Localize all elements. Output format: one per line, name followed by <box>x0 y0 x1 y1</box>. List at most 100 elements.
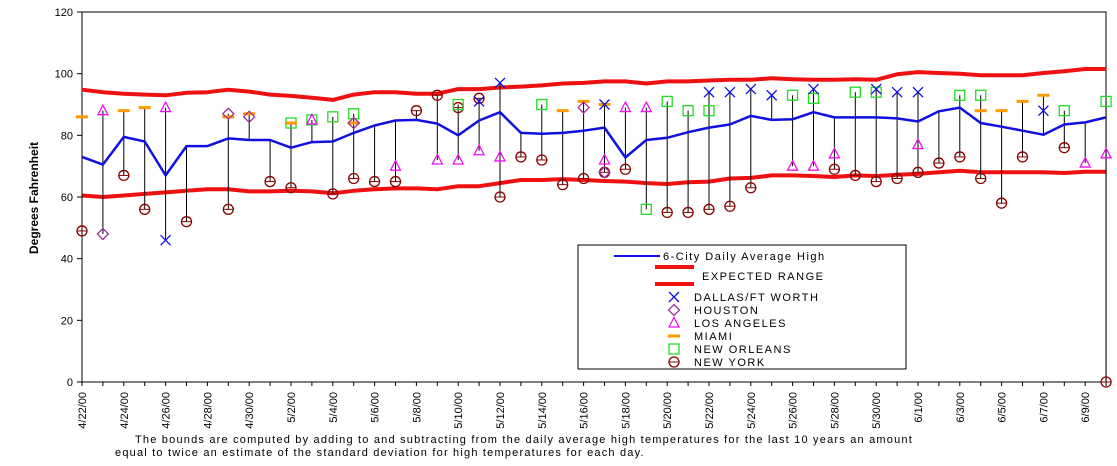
neworleans-marker <box>849 86 861 98</box>
la-marker <box>473 143 486 156</box>
dallas-marker <box>160 234 172 246</box>
neworleans-marker <box>1100 95 1112 108</box>
la-marker <box>96 103 109 116</box>
y-tick-label: 60 <box>61 192 73 204</box>
la-marker <box>911 137 925 150</box>
x-tick-label: 5/12/00 <box>495 392 507 429</box>
neworleans-marker <box>640 203 652 215</box>
legend-neworleans-label: NEW ORLEANS <box>694 344 792 356</box>
legend-box <box>577 244 907 370</box>
la-marker <box>389 159 402 171</box>
x-tick-label: 5/2/00 <box>286 392 298 423</box>
la-marker <box>431 153 444 165</box>
la-marker <box>305 113 318 125</box>
dallas-marker <box>599 99 610 110</box>
lower-bound-line <box>81 168 1107 199</box>
legend-la-marker <box>667 316 681 328</box>
legend-miami-label: MIAMI <box>694 331 733 343</box>
legend-dallas-symbol <box>668 291 680 303</box>
city-markers <box>76 77 1113 388</box>
x-tick-label: 4/22/00 <box>77 392 89 429</box>
neworleans-marker <box>954 89 966 101</box>
neworleans-marker <box>786 89 799 101</box>
legend-houston-marker <box>667 303 681 317</box>
x-tick-label: 6/9/00 <box>1080 392 1092 423</box>
x-tick-label: 5/28/00 <box>829 392 841 429</box>
dallas-marker <box>1037 105 1049 117</box>
x-tick-label: 6/3/00 <box>955 392 967 423</box>
x-tick-label: 6/1/00 <box>913 392 925 423</box>
x-tick-label: 5/14/00 <box>537 392 549 429</box>
dallas-marker <box>745 83 757 95</box>
legend-range-label: EXPECTED RANGE <box>702 271 824 283</box>
neworleans-marker <box>661 95 673 108</box>
legend-neworleans-marker <box>668 343 680 355</box>
la-marker <box>1100 146 1113 159</box>
y-tick-label: 20 <box>61 315 73 327</box>
neworleans-marker <box>703 105 715 117</box>
x-axis: 4/22/00 4/24/00 4/26/00 4/28/00 4/30/00 5/2/0… <box>77 382 1107 429</box>
x-tick-label: 5/22/00 <box>704 392 716 429</box>
houston-marker <box>577 101 591 115</box>
la-marker <box>598 153 611 165</box>
y-tick-label: 0 <box>67 377 73 389</box>
legend-dallas-label: DALLAS/FT WORTH <box>694 292 819 304</box>
neworleans-marker <box>536 98 548 111</box>
houston-marker <box>96 227 110 241</box>
x-tick-label: 5/24/00 <box>746 392 758 429</box>
neworleans-marker <box>452 98 464 111</box>
dallas-marker <box>870 83 882 95</box>
y-tick-label: 40 <box>61 254 73 266</box>
dallas-marker <box>494 77 506 89</box>
dallas-marker <box>766 89 778 101</box>
dallas-marker <box>724 86 736 98</box>
x-tick-label: 5/8/00 <box>411 392 423 423</box>
legend-neworleans-symbol <box>668 343 680 355</box>
legend-newyork-marker <box>668 356 680 368</box>
y-tick-label: 100 <box>55 69 73 81</box>
la-marker <box>159 100 172 113</box>
la-marker <box>1079 156 1092 168</box>
neworleans-marker <box>327 111 339 123</box>
legend-dallas-marker <box>668 291 680 303</box>
neworleans-marker <box>870 86 882 98</box>
x-tick-label: 5/4/00 <box>328 392 340 423</box>
la-marker <box>452 153 465 165</box>
houston-marker <box>242 110 256 124</box>
average-line <box>81 106 1107 177</box>
caption-line-2: equal to twice an estimate of the standa… <box>115 447 645 459</box>
legend-average-label: 6-City Daily Average High <box>663 251 826 263</box>
dallas-marker <box>473 95 485 107</box>
legend-newyork-label: NEW YORK <box>694 357 766 369</box>
legend-houston-label: HOUSTON <box>694 305 759 317</box>
x-tick-label: 5/26/00 <box>788 392 800 429</box>
x-tick-label: 5/20/00 <box>662 392 674 429</box>
x-tick-label: 6/5/00 <box>997 392 1009 423</box>
y-tick-label: 80 <box>61 130 73 142</box>
neworleans-marker <box>807 92 820 104</box>
legend-houston-symbol <box>667 303 681 317</box>
neworleans-marker <box>348 108 360 120</box>
la-marker <box>828 146 841 159</box>
la-marker <box>786 159 799 171</box>
average-line-group <box>81 106 1107 177</box>
expected-range-lines <box>81 67 1107 199</box>
x-tick-label: 5/18/00 <box>620 392 632 429</box>
x-tick-label: 4/26/00 <box>161 392 173 429</box>
dallas-marker <box>891 86 903 98</box>
neworleans-marker <box>975 89 987 101</box>
y-axis-title: Degrees Fahrenheit <box>27 142 41 254</box>
x-tick-label: 4/28/00 <box>202 392 214 429</box>
la-marker <box>640 100 653 113</box>
x-tick-label: 5/30/00 <box>871 392 883 429</box>
x-tick-label: 5/10/00 <box>453 392 465 429</box>
x-tick-label: 6/7/00 <box>1038 392 1050 423</box>
dallas-marker <box>912 86 924 98</box>
legend-la-label: LOS ANGELES <box>694 318 787 330</box>
y-tick-label: 120 <box>55 7 73 19</box>
houston-marker <box>221 107 235 121</box>
la-marker <box>807 159 820 171</box>
y-axis: 0 20 40 60 80 100 120 <box>55 7 82 389</box>
legend-la-symbol <box>667 316 681 328</box>
